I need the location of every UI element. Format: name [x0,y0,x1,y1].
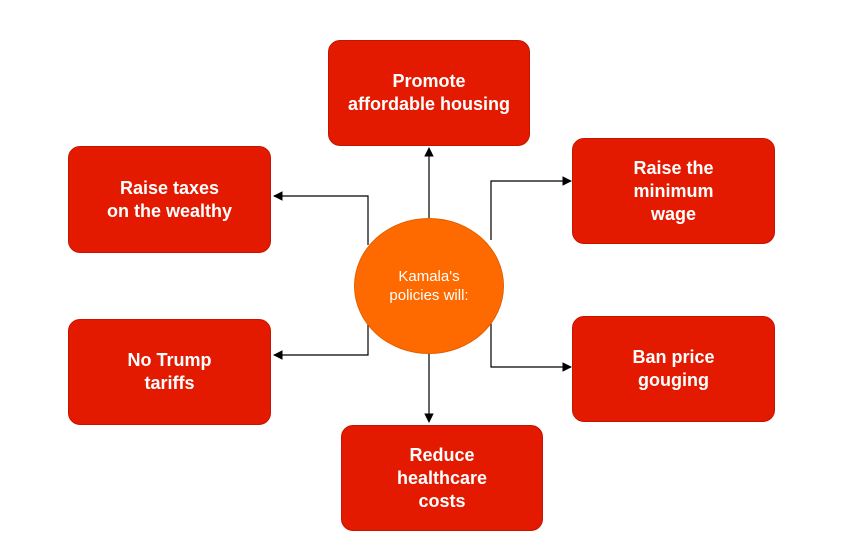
node-raise-taxes-on-the-wealthy: Raise taxes on the wealthy [68,146,271,253]
node-ban-price-gouging: Ban price gouging [572,316,775,422]
connector-to-lower-right [490,318,572,372]
node-label: Raise taxes on the wealthy [106,177,232,221]
center-node-kamalas-policies: Kamala's policies will: [354,218,504,354]
node-no-trump-tariffs: No Trump tariffs [68,319,271,425]
node-label: Promote affordable housing [348,71,510,114]
connector-to-upper-left [273,191,369,245]
center-label: Kamala's policies will: [389,268,469,304]
node-label: No Trump tariffs [127,350,212,393]
node-label: Raise the minimum wage [633,157,714,224]
node-promote-affordable-housing: Promote affordable housing [328,40,530,146]
node-raise-the-minimum-wage: Raise the minimum wage [572,138,775,244]
node-label: Ban price gouging [632,347,715,390]
node-reduce-healthcare-costs: Reduce healthcare costs [341,425,543,531]
node-label: Reduce healthcare costs [396,444,488,511]
connector-to-upper-right [490,176,572,240]
connector-to-lower-left [273,312,369,360]
